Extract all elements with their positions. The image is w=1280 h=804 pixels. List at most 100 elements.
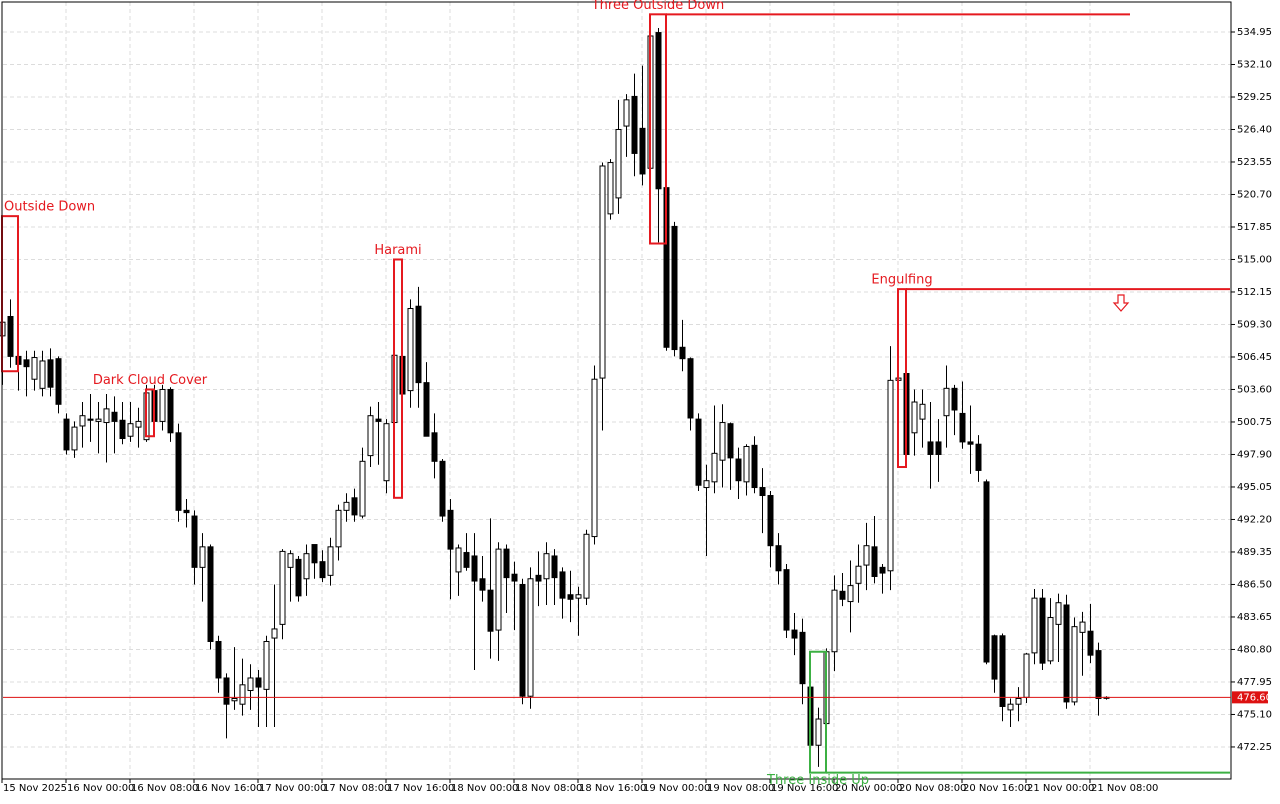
candle-body <box>87 418 94 421</box>
candle-body <box>479 578 486 591</box>
x-tick-label: 16 Nov 16:00 <box>195 783 262 794</box>
candle-body <box>159 388 166 422</box>
candle-body <box>215 640 222 679</box>
candle-body <box>1039 597 1046 664</box>
candle-body <box>719 422 726 461</box>
candle-body <box>359 460 366 517</box>
candle-body <box>951 387 958 411</box>
x-tick-label: 20 Nov 16:00 <box>963 783 1030 794</box>
candle-body <box>263 640 270 690</box>
y-tick-label: 492.20 <box>1237 514 1272 525</box>
plot <box>0 13 1230 774</box>
candle-body <box>1031 597 1038 654</box>
y-tick-label: 517.85 <box>1237 222 1272 233</box>
candle-body <box>839 590 846 600</box>
candle-body <box>919 403 926 420</box>
candle-body <box>95 418 102 422</box>
y-tick-label: 520.70 <box>1237 189 1272 200</box>
y-tick-label: 503.60 <box>1237 384 1272 395</box>
candle-body <box>1055 602 1062 625</box>
candle-body <box>343 501 350 511</box>
candle-body <box>1071 626 1078 703</box>
pattern-label: Outside Down <box>4 200 95 215</box>
candle-body <box>127 423 134 437</box>
candle-body <box>711 452 718 483</box>
y-tick-label: 480.80 <box>1237 644 1272 655</box>
candle-body <box>79 415 86 427</box>
candle-body <box>351 497 358 516</box>
candle-body <box>751 444 758 489</box>
candle-body <box>503 548 510 579</box>
candle-body <box>655 32 662 190</box>
sell-arrow <box>1112 294 1130 312</box>
candle-body <box>679 346 686 360</box>
candle-body <box>583 533 590 599</box>
candle-body <box>39 360 46 389</box>
candle-body <box>287 553 294 568</box>
candle-body <box>271 628 278 639</box>
candle-body <box>703 480 710 489</box>
candle-body <box>759 487 766 497</box>
candle-body <box>831 589 838 653</box>
x-tick-label: 18 Nov 00:00 <box>451 783 518 794</box>
candle-body <box>943 387 950 417</box>
x-tick-label: 19 Nov 08:00 <box>707 783 774 794</box>
candle-body <box>223 677 230 705</box>
candle-body <box>575 594 582 599</box>
candle-body <box>199 546 206 568</box>
candle-body <box>863 545 870 566</box>
candle-body <box>879 566 886 574</box>
candle-body <box>567 594 574 600</box>
candle-body <box>47 359 54 388</box>
candle-body <box>295 558 302 597</box>
candle-body <box>783 569 790 631</box>
candle-body <box>207 546 214 642</box>
y-tick-label: 526.40 <box>1237 124 1272 135</box>
candle-body <box>535 574 542 582</box>
candle-body <box>367 415 374 457</box>
last-price-label: 476.60 <box>1237 692 1272 703</box>
candle-body <box>631 95 638 154</box>
x-tick-label: 21 Nov 08:00 <box>1091 783 1158 794</box>
candle-body <box>1015 697 1022 705</box>
pattern-label: Harami <box>374 243 421 258</box>
x-tick-label: 19 Nov 16:00 <box>771 783 838 794</box>
candle-body <box>871 546 878 577</box>
candle-body <box>487 589 494 632</box>
candle-body <box>527 578 534 697</box>
candle-body <box>591 378 598 538</box>
y-tick-label: 509.30 <box>1237 319 1272 330</box>
y-tick-label: 512.15 <box>1237 287 1272 298</box>
candle-body <box>543 553 550 580</box>
candle-body <box>319 561 326 579</box>
candle-body <box>1079 621 1086 633</box>
candle-body <box>303 553 310 580</box>
candle-body <box>191 515 198 568</box>
candle-body <box>255 677 262 688</box>
candle-body <box>431 432 438 462</box>
x-tick-label: 17 Nov 00:00 <box>259 783 326 794</box>
candle-body <box>239 684 246 705</box>
candle-body <box>967 441 974 445</box>
candle-body <box>887 379 894 572</box>
y-tick-label: 477.95 <box>1237 677 1272 688</box>
candle-body <box>119 419 126 440</box>
candle-body <box>935 441 942 455</box>
candle-body <box>727 423 734 459</box>
candle-body <box>799 631 806 685</box>
candle-body <box>1063 604 1070 703</box>
candle-body <box>31 357 38 380</box>
candle-body <box>551 555 558 579</box>
candle-body <box>55 358 62 405</box>
candle-body <box>103 408 110 424</box>
x-tick-label: 19 Nov 00:00 <box>643 783 710 794</box>
candle-body <box>327 546 334 576</box>
candle-body <box>791 629 798 639</box>
pattern-label: Three Inside Up <box>766 773 869 788</box>
pattern-box <box>649 13 667 245</box>
candle-body <box>71 426 78 451</box>
candle-body <box>279 550 286 625</box>
pattern-box <box>809 650 827 774</box>
x-tick-label: 18 Nov 16:00 <box>579 783 646 794</box>
